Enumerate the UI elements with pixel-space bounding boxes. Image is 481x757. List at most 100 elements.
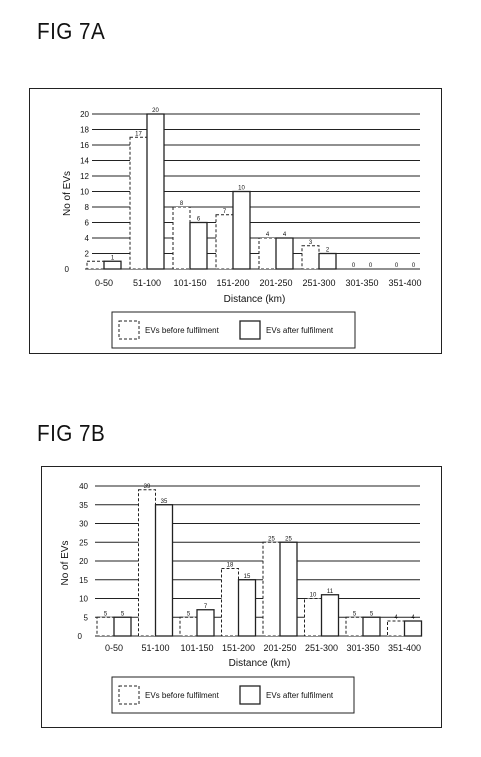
legend-label-before: EVs before fulfilment	[145, 326, 220, 335]
x-tick-label: 251-300	[305, 643, 338, 653]
data-label-before: 0	[395, 263, 399, 269]
y-tick-label: 18	[80, 126, 89, 135]
x-tick-label: 251-300	[302, 278, 335, 288]
bar-before-fulfilment	[262, 541, 281, 637]
y-tick-label: 16	[80, 141, 89, 150]
bar-after-fulfilment	[318, 252, 337, 270]
fig-7b-frame	[41, 466, 442, 728]
data-label-before: 0	[352, 263, 356, 269]
data-label-after: 6	[197, 217, 201, 223]
bar-after-fulfilment	[189, 221, 208, 270]
legend-box	[111, 676, 355, 714]
legend-swatch-after	[239, 320, 261, 340]
y-tick-label: 20	[80, 110, 89, 119]
y-tick-label: 12	[80, 172, 89, 181]
bar-after-fulfilment	[232, 190, 251, 270]
data-label-after: 2	[326, 248, 330, 254]
bar-after-fulfilment	[146, 113, 165, 270]
fig-7a-title: FIG 7A	[37, 18, 106, 44]
fig-7b-title: FIG 7B	[37, 420, 106, 446]
bar-after-fulfilment	[113, 616, 132, 637]
data-label-before: 8	[180, 201, 184, 207]
bar-after-fulfilment	[154, 504, 174, 637]
x-tick-label: 151-200	[222, 643, 255, 653]
y-tick-label: 6	[85, 219, 90, 228]
bar-after-fulfilment	[362, 616, 381, 637]
x-tick-label: 201-250	[259, 278, 292, 288]
bar-before-fulfilment	[387, 620, 405, 637]
data-label-before: 3	[309, 240, 313, 246]
x-tick-label: 351-400	[388, 643, 421, 653]
x-tick-label: 151-200	[216, 278, 249, 288]
data-label-after: 0	[412, 263, 416, 269]
x-tick-label: 51-100	[141, 643, 169, 653]
data-label-after: 1	[111, 255, 115, 261]
x-axis-label: Distance (km)	[229, 658, 291, 669]
x-tick-label: 51-100	[133, 278, 161, 288]
bar-after-fulfilment	[196, 609, 215, 637]
y-tick-label: 2	[85, 250, 90, 259]
y-tick-label: 10	[79, 595, 88, 604]
data-label-after: 5	[370, 611, 374, 617]
legend-box	[111, 311, 356, 349]
x-tick-label: 201-250	[263, 643, 296, 653]
x-tick-label: 101-150	[180, 643, 213, 653]
y-tick-label: 25	[79, 538, 88, 547]
data-label-after: 10	[238, 186, 245, 192]
data-label-before: 10	[310, 593, 317, 599]
bar-after-fulfilment	[237, 579, 257, 637]
bar-before-fulfilment	[304, 598, 322, 637]
data-label-after: 7	[204, 604, 208, 610]
bar-after-fulfilment	[320, 594, 340, 637]
bar-before-fulfilment	[301, 245, 320, 270]
x-tick-label: 101-150	[173, 278, 206, 288]
data-label-after: 35	[161, 499, 168, 505]
data-label-before: 5	[104, 611, 108, 617]
data-label-after: 5	[121, 611, 125, 617]
y-tick-label: 15	[79, 576, 88, 585]
y-tick-label: 5	[84, 613, 89, 622]
x-tick-label: 301-350	[345, 278, 378, 288]
legend-label-after: EVs after fulfilment	[266, 326, 334, 335]
legend-label-before: EVs before fulfilment	[145, 691, 220, 700]
data-label-after: 4	[283, 232, 287, 238]
bar-after-fulfilment	[103, 260, 122, 270]
y-axis-label: No of EVs	[60, 540, 71, 585]
y-tick-label: 0	[78, 632, 83, 641]
bar-before-fulfilment	[96, 616, 115, 637]
bar-before-fulfilment	[138, 489, 156, 637]
y-tick-label: 20	[79, 557, 88, 566]
x-tick-label: 0-50	[105, 643, 123, 653]
legend-swatch-after	[239, 685, 261, 705]
legend-swatch-before	[118, 320, 140, 340]
bar-after-fulfilment	[403, 620, 423, 637]
data-label-before: 39	[144, 484, 151, 490]
data-label-after: 15	[244, 574, 251, 580]
bar-before-fulfilment	[221, 568, 239, 637]
y-tick-label: 40	[79, 482, 88, 491]
data-label-before: 17	[135, 131, 142, 137]
data-label-after: 0	[369, 263, 373, 269]
y-tick-label: 8	[85, 203, 90, 212]
bar-after-fulfilment	[279, 541, 298, 637]
x-tick-label: 0-50	[95, 278, 113, 288]
bar-after-fulfilment	[275, 237, 294, 270]
data-label-before: 25	[268, 536, 275, 542]
data-label-after: 20	[152, 108, 159, 114]
data-label-before: 4	[266, 232, 270, 238]
bar-before-fulfilment	[345, 616, 364, 637]
data-label-after: 11	[327, 589, 334, 595]
data-label-before: 5	[353, 611, 357, 617]
data-label-before: 5	[187, 611, 191, 617]
legend-swatch-before	[118, 685, 140, 705]
y-tick-label: 35	[79, 501, 88, 510]
y-tick-label: 0	[65, 265, 70, 274]
data-label-after: 4	[411, 615, 415, 621]
fig-7a-frame	[29, 88, 442, 354]
y-axis-label: No of EVs	[62, 171, 73, 216]
data-label-before: 7	[223, 209, 227, 215]
y-tick-label: 14	[80, 157, 89, 166]
data-label-after: 25	[285, 536, 292, 542]
